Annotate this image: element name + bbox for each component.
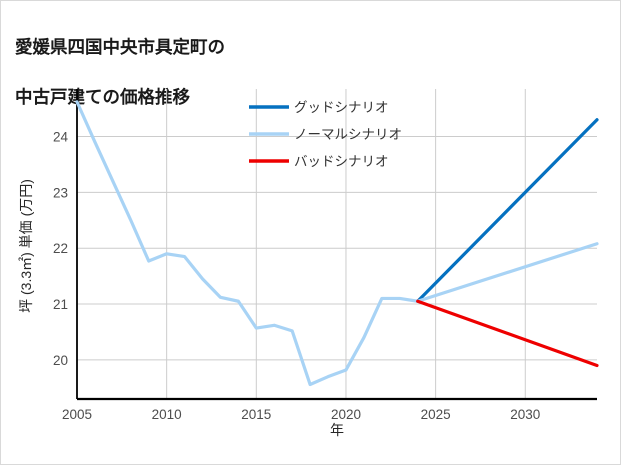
series-line-1	[416, 118, 599, 303]
axes-group	[76, 89, 597, 401]
series-line-0	[75, 100, 420, 387]
x-tick-labels-group: 2005 2010 2015 2020 2025 2030	[62, 407, 540, 422]
chart-title: 愛媛県四国中央市具定町の 中古戸建ての価格推移	[15, 10, 445, 109]
y-tick-label: 23	[53, 185, 68, 200]
y-tick-label: 21	[53, 297, 68, 312]
x-tick-label: 2020	[331, 407, 361, 422]
y-axis-title: 坪 (3.3㎡) 単価 (万円)	[18, 179, 34, 313]
x-tick-label: 2005	[62, 407, 92, 422]
x-tick-label: 2010	[152, 407, 182, 422]
y-tick-label: 22	[53, 241, 68, 256]
y-tick-label: 24	[53, 129, 69, 144]
legend-label[interactable]: バッドシナリオ	[294, 154, 389, 169]
x-axis-title: 年	[330, 422, 344, 438]
y-tick-label: 20	[53, 353, 68, 368]
legend-label[interactable]: グッドシナリオ	[294, 100, 389, 115]
series-line-3	[416, 299, 599, 368]
chart-title-line-2: 中古戸建ての価格推移	[15, 86, 190, 107]
y-tick-labels-group: 20 21 22 23 24	[53, 129, 69, 367]
gridlines-group	[77, 89, 597, 399]
x-tick-label: 2015	[241, 407, 271, 422]
series-lines-group	[75, 100, 599, 387]
legend-label[interactable]: ノーマルシナリオ	[294, 127, 402, 142]
x-tick-label: 2030	[510, 407, 540, 422]
x-tick-label: 2025	[421, 407, 451, 422]
series-line-2	[416, 242, 599, 303]
chart-title-line-1: 愛媛県四国中央市具定町の	[15, 36, 225, 57]
